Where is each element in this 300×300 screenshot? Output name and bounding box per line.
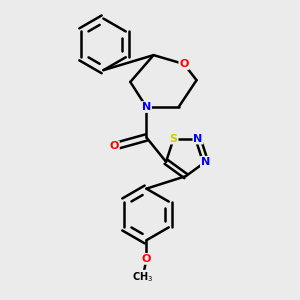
Text: O: O xyxy=(179,59,189,69)
Text: N: N xyxy=(194,134,202,144)
Text: N: N xyxy=(201,157,210,167)
Text: N: N xyxy=(142,102,151,112)
Text: CH$_3$: CH$_3$ xyxy=(132,271,153,284)
Text: S: S xyxy=(169,134,178,144)
Text: O: O xyxy=(142,254,151,264)
Text: O: O xyxy=(110,141,119,152)
